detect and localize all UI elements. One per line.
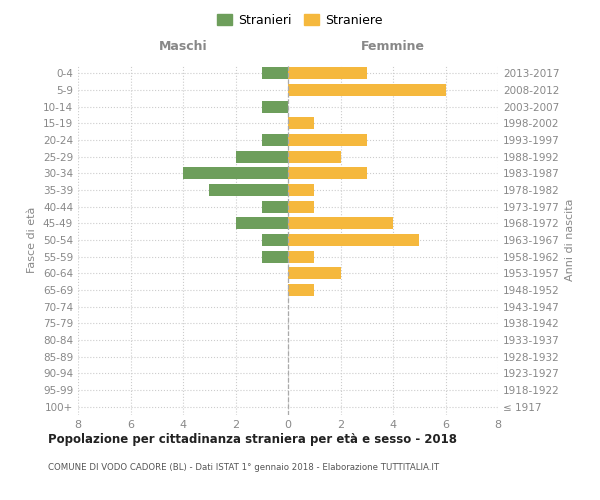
Legend: Stranieri, Straniere: Stranieri, Straniere <box>212 8 388 32</box>
Bar <box>262 234 288 246</box>
Bar <box>235 150 288 162</box>
Bar <box>288 234 419 246</box>
Bar <box>288 184 314 196</box>
Bar <box>288 250 314 262</box>
Bar <box>262 68 288 80</box>
Bar <box>183 168 288 179</box>
Bar <box>288 84 445 96</box>
Bar <box>288 268 341 280</box>
Bar <box>235 218 288 230</box>
Y-axis label: Fasce di età: Fasce di età <box>28 207 37 273</box>
Text: Maschi: Maschi <box>158 40 208 52</box>
Bar <box>288 218 393 230</box>
Bar <box>262 100 288 112</box>
Bar <box>288 200 314 212</box>
Text: Popolazione per cittadinanza straniera per età e sesso - 2018: Popolazione per cittadinanza straniera p… <box>48 432 457 446</box>
Text: COMUNE DI VODO CADORE (BL) - Dati ISTAT 1° gennaio 2018 - Elaborazione TUTTITALI: COMUNE DI VODO CADORE (BL) - Dati ISTAT … <box>48 462 439 471</box>
Bar <box>288 168 367 179</box>
Bar <box>288 150 341 162</box>
Bar <box>288 134 367 146</box>
Y-axis label: Anni di nascita: Anni di nascita <box>565 198 575 281</box>
Bar <box>288 118 314 130</box>
Bar <box>288 284 314 296</box>
Bar <box>262 200 288 212</box>
Bar <box>288 68 367 80</box>
Bar <box>262 250 288 262</box>
Text: Femmine: Femmine <box>361 40 425 52</box>
Bar <box>262 134 288 146</box>
Bar <box>209 184 288 196</box>
